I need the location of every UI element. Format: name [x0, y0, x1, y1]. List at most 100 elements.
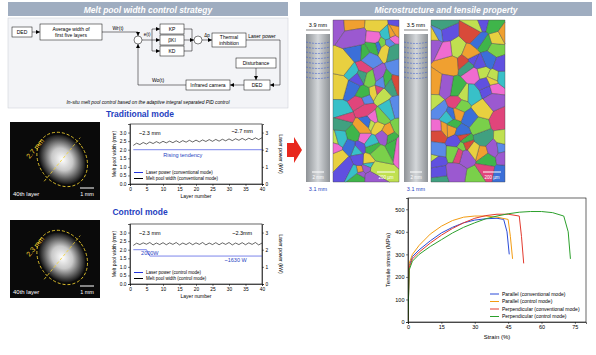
legend-entry: Perpendicular (conventional mode): [502, 306, 580, 312]
tick-mark: [163, 184, 164, 186]
grain: [362, 165, 371, 174]
tick-label: 75: [572, 324, 578, 330]
axis-line: [263, 225, 265, 285]
tick-mark: [180, 184, 181, 186]
scale-bar: [410, 172, 422, 173]
tick: 20: [194, 284, 200, 292]
width-label: 2.7 mm: [25, 137, 45, 160]
tick-label: 5: [146, 287, 149, 292]
melt-pool: [29, 125, 95, 193]
tick-label: 3.0: [120, 131, 127, 136]
tick: 0: [262, 282, 269, 287]
photo-bg: [10, 220, 100, 298]
tick: 0: [401, 319, 408, 325]
block-label: first five layers: [55, 32, 87, 38]
connector: [102, 32, 138, 36]
diagram-bg: [8, 18, 288, 108]
tick-label: 0: [266, 182, 269, 187]
tick: 2.0: [120, 148, 130, 153]
grain: [335, 28, 367, 49]
tick-mark: [128, 275, 130, 276]
tick: 3: [262, 131, 269, 136]
chart-title: Traditional mode: [106, 109, 174, 119]
tick-label: 25: [210, 187, 216, 192]
grain: [431, 131, 447, 144]
block-label: βKI: [168, 37, 176, 43]
signal-label: Wo(t): [152, 77, 164, 83]
grain: [370, 145, 394, 165]
tick-label: 1.0: [120, 165, 127, 170]
layer-line: [404, 72, 428, 74]
width-label: 3.5 mm: [407, 22, 426, 28]
micro-panel: 3.5 mm3.1 mm2 mm200 µm: [404, 20, 505, 192]
tick: 0.5: [120, 273, 130, 278]
width-line: [44, 236, 80, 280]
tick: 15: [177, 284, 183, 292]
tick-label: 1.5: [120, 256, 127, 261]
tick: 45: [506, 322, 512, 330]
tick-mark: [128, 133, 130, 134]
tick-mark: [213, 184, 214, 186]
tick-label: 300: [395, 252, 404, 258]
grain: [361, 53, 383, 69]
grain: [446, 163, 467, 182]
layer-line: [404, 67, 428, 69]
tick-label: 2: [266, 148, 269, 153]
connector: [202, 40, 212, 41]
tick-label: 0: [129, 287, 132, 292]
tick: 2: [262, 248, 269, 253]
melt-pool-photo: 2.7 mm40th layer1 mm: [10, 122, 100, 200]
tick: 5: [146, 184, 149, 192]
axis-line: [263, 125, 265, 185]
tick: 20: [194, 184, 200, 192]
legend-swatch: [490, 316, 499, 317]
tick-mark: [262, 233, 264, 234]
block: [160, 46, 184, 56]
grain: [493, 129, 505, 144]
scale-bar: [483, 172, 501, 173]
tick: 0: [129, 184, 132, 192]
tick-label: 0.0: [120, 282, 127, 287]
axis-title: Layer number: [181, 193, 212, 199]
series-line: [408, 218, 509, 322]
grain: [493, 55, 505, 72]
banner: Melt pool width control strategy: [8, 2, 288, 16]
banner-title: Microstructure and tensile property: [374, 5, 518, 15]
wall-photo: [306, 34, 330, 182]
banner: Microstructure and tensile property: [300, 2, 592, 16]
axis-title: Melt pool width (mm): [111, 230, 117, 277]
grain: [349, 73, 364, 86]
block: [40, 24, 102, 40]
grain: [375, 85, 383, 94]
axis-line: [131, 285, 263, 287]
signal-label: Wr(t): [112, 25, 123, 31]
tick-label: 5: [146, 187, 149, 192]
signal-label: Δp: [204, 33, 210, 38]
grain: [439, 111, 453, 124]
tick-mark: [147, 284, 148, 286]
legend-swatch: [134, 172, 143, 173]
width-marker: [404, 30, 428, 31]
connector: [138, 44, 186, 85]
width-label: 3.1 mm: [407, 186, 426, 192]
chart: 015304560750100200300400500Strain (%)Ten…: [385, 198, 587, 340]
tick-label: 20: [194, 187, 200, 192]
tick-mark: [196, 184, 197, 186]
grain: [385, 39, 395, 47]
legend-swatch: [490, 309, 499, 310]
tick: 1.5: [120, 156, 130, 161]
series-line: [408, 216, 513, 322]
block: [186, 80, 230, 90]
grain: [365, 31, 381, 43]
tick: 1.5: [120, 256, 130, 261]
annotation: ~1630 W: [225, 257, 248, 263]
tick: 60: [539, 322, 545, 330]
tick: 3.0: [120, 131, 130, 136]
tick-label: 30: [227, 187, 233, 192]
annotation: ~2.3 mm: [139, 230, 161, 236]
block: [12, 27, 32, 37]
axis: 0.00.51.01.52.02.53.0: [120, 125, 131, 188]
tick-label: 3: [266, 231, 269, 236]
signal-label: Laser power: [248, 33, 276, 39]
grain: [375, 130, 387, 146]
